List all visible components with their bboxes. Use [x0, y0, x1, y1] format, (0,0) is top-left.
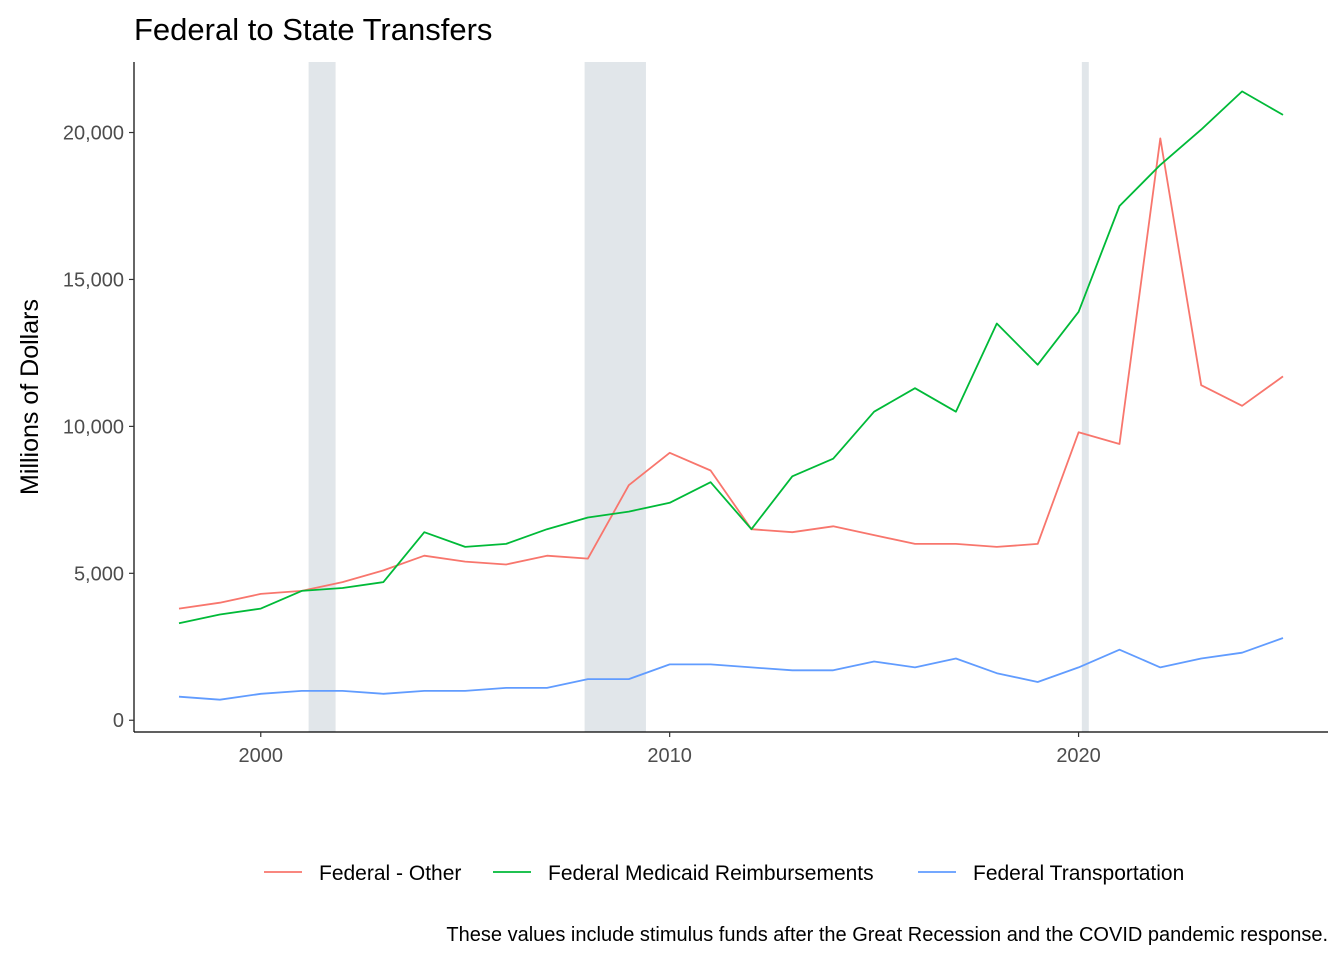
chart-title: Federal to State Transfers: [134, 12, 492, 47]
y-tick-label: 20,000: [63, 123, 124, 145]
legend-label-1: Federal - Other: [319, 862, 461, 885]
recession-bands: [308, 62, 1089, 732]
y-axis-label: Millions of Dollars: [16, 299, 44, 495]
legend: Federal - Other Federal Medicaid Reimburs…: [264, 862, 1184, 885]
recession-band-2: [584, 62, 646, 732]
legend-label-2: Federal Medicaid Reimbursements: [548, 862, 874, 885]
axes: 0 5,000 10,000 15,000 20,000 2000 2010 2020: [63, 62, 1328, 767]
series-line-3: [178, 637, 1284, 701]
x-tick-label: 2020: [1056, 745, 1101, 767]
y-tick-label: 15,000: [63, 269, 124, 291]
y-tick-label: 10,000: [63, 416, 124, 438]
legend-label-3: Federal Transportation: [973, 862, 1184, 885]
y-tick-label: 5,000: [74, 563, 124, 585]
recession-band-3: [1081, 62, 1089, 732]
series-line-1: [178, 137, 1284, 610]
series-line-2: [178, 90, 1284, 625]
y-tick-label: 0: [113, 710, 124, 732]
recession-band-1: [308, 62, 336, 732]
x-tick-label: 2000: [239, 745, 284, 767]
series-lines: [178, 90, 1284, 701]
x-tick-label: 2010: [647, 745, 692, 767]
chart-caption: These values include stimulus funds afte…: [446, 924, 1328, 946]
